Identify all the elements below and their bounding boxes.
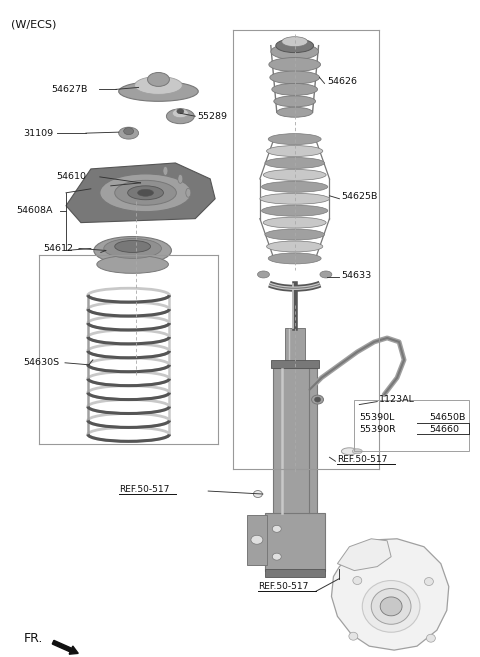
Text: 31109: 31109 — [23, 129, 53, 137]
Ellipse shape — [104, 238, 161, 258]
Ellipse shape — [251, 535, 263, 544]
Ellipse shape — [115, 181, 176, 205]
Ellipse shape — [341, 448, 357, 455]
Ellipse shape — [272, 83, 318, 95]
Ellipse shape — [119, 81, 198, 101]
Ellipse shape — [262, 205, 328, 216]
Ellipse shape — [274, 96, 315, 107]
Ellipse shape — [424, 578, 433, 585]
Ellipse shape — [97, 256, 168, 273]
Text: 55390L: 55390L — [360, 413, 395, 422]
Ellipse shape — [178, 174, 183, 183]
Ellipse shape — [253, 491, 263, 497]
Ellipse shape — [147, 72, 169, 87]
Ellipse shape — [262, 181, 328, 193]
Text: 55289: 55289 — [197, 112, 227, 121]
Ellipse shape — [263, 170, 326, 181]
Ellipse shape — [362, 581, 420, 632]
Ellipse shape — [269, 58, 321, 72]
Ellipse shape — [353, 577, 362, 585]
Text: 54625B: 54625B — [341, 193, 378, 201]
Ellipse shape — [320, 271, 332, 278]
Ellipse shape — [163, 166, 168, 175]
Ellipse shape — [314, 397, 321, 402]
Ellipse shape — [266, 241, 323, 252]
Text: 54626: 54626 — [327, 77, 358, 86]
Ellipse shape — [128, 186, 164, 200]
Ellipse shape — [138, 189, 154, 196]
Text: 54650B: 54650B — [429, 413, 465, 422]
Text: 54660: 54660 — [429, 425, 459, 434]
Ellipse shape — [272, 526, 281, 532]
Text: (W/ECS): (W/ECS) — [12, 20, 57, 30]
Polygon shape — [337, 539, 391, 570]
Bar — [354, 399, 468, 451]
Text: 54608A: 54608A — [16, 206, 53, 215]
Bar — [265, 513, 324, 570]
Ellipse shape — [100, 174, 192, 212]
Bar — [247, 515, 267, 564]
Ellipse shape — [266, 146, 323, 156]
Polygon shape — [332, 539, 449, 650]
Ellipse shape — [265, 158, 324, 168]
Ellipse shape — [263, 217, 326, 228]
Ellipse shape — [282, 37, 308, 47]
Bar — [265, 568, 324, 577]
Text: 54633: 54633 — [341, 271, 372, 280]
Bar — [273, 368, 316, 515]
Text: FR.: FR. — [23, 631, 43, 645]
Text: REF.50-517: REF.50-517 — [119, 485, 169, 493]
Ellipse shape — [119, 127, 139, 139]
Text: REF.50-517: REF.50-517 — [258, 582, 308, 591]
Ellipse shape — [426, 634, 435, 642]
Text: 54610: 54610 — [56, 172, 86, 181]
Ellipse shape — [371, 589, 411, 624]
Ellipse shape — [186, 189, 191, 197]
Ellipse shape — [257, 271, 269, 278]
Ellipse shape — [167, 109, 194, 124]
Text: 55390R: 55390R — [360, 425, 396, 434]
Text: 54612: 54612 — [43, 244, 73, 253]
Ellipse shape — [134, 76, 182, 95]
Text: 54630S: 54630S — [23, 358, 60, 367]
Ellipse shape — [115, 240, 151, 252]
Text: 1123AL: 1123AL — [379, 395, 415, 404]
Ellipse shape — [94, 237, 171, 264]
Ellipse shape — [312, 395, 324, 404]
Ellipse shape — [268, 253, 321, 264]
Ellipse shape — [276, 39, 313, 53]
Ellipse shape — [380, 597, 402, 616]
Ellipse shape — [260, 193, 329, 204]
Bar — [285, 328, 305, 363]
Text: 54627B: 54627B — [51, 85, 87, 94]
Ellipse shape — [177, 109, 184, 114]
Text: REF.50-517: REF.50-517 — [337, 455, 388, 464]
Ellipse shape — [277, 107, 312, 117]
Ellipse shape — [124, 127, 133, 135]
Ellipse shape — [270, 71, 320, 84]
Ellipse shape — [271, 43, 319, 60]
Bar — [271, 360, 319, 368]
Ellipse shape — [265, 229, 324, 240]
Ellipse shape — [352, 449, 362, 454]
FancyArrow shape — [52, 641, 78, 654]
Ellipse shape — [349, 632, 358, 640]
Ellipse shape — [268, 133, 321, 145]
Ellipse shape — [172, 109, 188, 118]
Ellipse shape — [272, 553, 281, 560]
Polygon shape — [66, 163, 215, 223]
